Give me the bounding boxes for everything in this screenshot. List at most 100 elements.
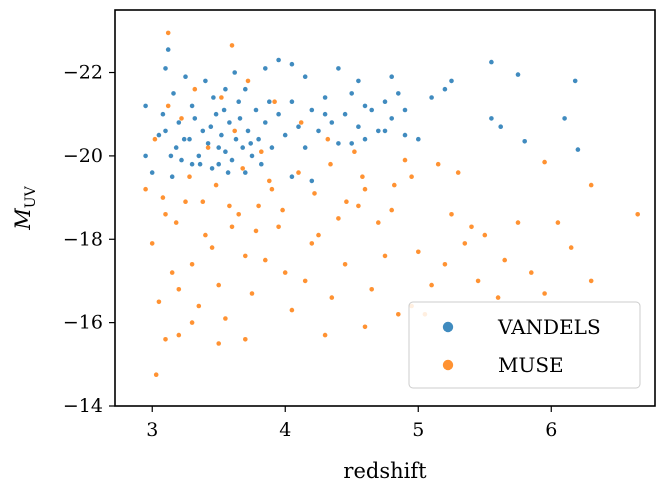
x-axis-ticks: 3 4 5 6 bbox=[146, 406, 557, 441]
point-muse-76 bbox=[240, 166, 245, 171]
point-vandels-89 bbox=[197, 161, 203, 167]
point-muse-57 bbox=[382, 253, 388, 259]
point-muse-4 bbox=[163, 337, 168, 342]
point-vandels-1 bbox=[163, 66, 168, 71]
point-vandels-97 bbox=[248, 141, 253, 146]
point-vandels-40 bbox=[160, 111, 166, 117]
point-muse-15 bbox=[588, 278, 594, 284]
point-muse-27 bbox=[309, 241, 315, 246]
point-vandels-33 bbox=[243, 170, 248, 175]
point-vandels-99 bbox=[267, 99, 272, 104]
points-layer bbox=[143, 30, 640, 378]
point-muse-72 bbox=[187, 174, 192, 179]
point-vandels-13 bbox=[449, 78, 454, 84]
point-vandels-20 bbox=[562, 116, 567, 121]
legend: VANDELS MUSE bbox=[408, 301, 641, 389]
point-vandels-47 bbox=[200, 128, 206, 134]
point-muse-77 bbox=[253, 228, 259, 234]
point-muse-74 bbox=[213, 182, 219, 188]
point-vandels-61 bbox=[256, 136, 261, 142]
point-muse-61 bbox=[429, 282, 434, 288]
point-vandels-5 bbox=[232, 70, 237, 75]
point-muse-68 bbox=[555, 220, 561, 225]
y-tick-label: −14 bbox=[63, 395, 103, 417]
point-vandels-92 bbox=[216, 145, 221, 150]
point-muse-26 bbox=[336, 216, 341, 221]
point-vandels-62 bbox=[263, 120, 268, 125]
point-muse-19 bbox=[482, 232, 488, 238]
point-muse-94 bbox=[219, 95, 224, 100]
point-muse-55 bbox=[356, 203, 361, 209]
point-vandels-81 bbox=[389, 116, 395, 121]
point-vandels-53 bbox=[227, 120, 232, 125]
point-vandels-0 bbox=[165, 47, 171, 52]
point-muse-5 bbox=[176, 332, 182, 338]
point-vandels-87 bbox=[181, 136, 187, 142]
point-muse-49 bbox=[276, 224, 281, 230]
point-muse-62 bbox=[442, 262, 448, 267]
point-muse-29 bbox=[269, 186, 275, 192]
point-muse-42 bbox=[183, 199, 188, 204]
point-vandels-4 bbox=[223, 86, 228, 92]
point-vandels-46 bbox=[196, 153, 202, 159]
point-muse-34 bbox=[203, 232, 208, 238]
point-vandels-26 bbox=[322, 111, 328, 117]
point-vandels-34 bbox=[289, 174, 295, 179]
point-muse-54 bbox=[342, 262, 348, 267]
point-muse-28 bbox=[282, 270, 288, 275]
point-vandels-84 bbox=[163, 128, 168, 134]
point-vandels-30 bbox=[169, 174, 175, 179]
point-vandels-6 bbox=[263, 66, 268, 71]
point-vandels-59 bbox=[249, 153, 255, 159]
point-muse-38 bbox=[149, 241, 155, 246]
point-vandels-42 bbox=[176, 120, 182, 125]
point-vandels-88 bbox=[192, 116, 198, 121]
point-muse-63 bbox=[455, 170, 461, 175]
point-muse-93 bbox=[192, 86, 198, 92]
point-muse-87 bbox=[152, 136, 158, 142]
point-muse-22 bbox=[435, 161, 441, 167]
point-vandels-55 bbox=[233, 136, 239, 142]
point-vandels-68 bbox=[302, 145, 308, 150]
legend-marker-vandels bbox=[442, 321, 454, 333]
point-muse-47 bbox=[249, 291, 255, 296]
point-vandels-93 bbox=[221, 107, 227, 113]
point-vandels-36 bbox=[349, 141, 355, 146]
x-tick-label: 6 bbox=[545, 419, 557, 441]
point-vandels-24 bbox=[402, 107, 408, 113]
point-muse-86 bbox=[392, 182, 397, 188]
point-vandels-64 bbox=[276, 111, 281, 117]
point-muse-14 bbox=[542, 291, 547, 296]
point-vandels-71 bbox=[322, 95, 328, 100]
point-vandels-67 bbox=[296, 124, 301, 129]
point-muse-2 bbox=[635, 212, 640, 217]
point-vandels-51 bbox=[219, 132, 224, 138]
point-vandels-56 bbox=[236, 99, 241, 104]
point-muse-95 bbox=[245, 78, 251, 84]
point-muse-78 bbox=[267, 178, 272, 184]
point-vandels-14 bbox=[489, 59, 494, 65]
point-muse-0 bbox=[165, 30, 171, 36]
point-vandels-72 bbox=[329, 120, 335, 125]
point-muse-36 bbox=[176, 287, 182, 292]
point-vandels-78 bbox=[369, 107, 375, 113]
point-muse-35 bbox=[189, 262, 195, 267]
point-vandels-43 bbox=[179, 157, 184, 163]
point-muse-69 bbox=[568, 245, 574, 250]
point-vandels-80 bbox=[382, 99, 388, 104]
point-muse-10 bbox=[362, 324, 368, 330]
y-tick-label: −16 bbox=[63, 312, 103, 334]
point-vandels-69 bbox=[309, 107, 315, 113]
point-vandels-9 bbox=[302, 74, 308, 79]
point-muse-82 bbox=[328, 161, 333, 167]
point-vandels-38 bbox=[416, 136, 421, 142]
point-muse-30 bbox=[256, 203, 261, 209]
y-axis-label-main: M bbox=[11, 208, 35, 231]
legend-label-vandels: VANDELS bbox=[497, 315, 601, 339]
point-muse-60 bbox=[416, 249, 421, 255]
x-tick-label: 3 bbox=[146, 419, 158, 441]
y-axis-ticks: −22 −20 −18 −16 −14 bbox=[63, 62, 115, 417]
point-vandels-66 bbox=[289, 99, 295, 104]
point-vandels-12 bbox=[389, 74, 395, 79]
